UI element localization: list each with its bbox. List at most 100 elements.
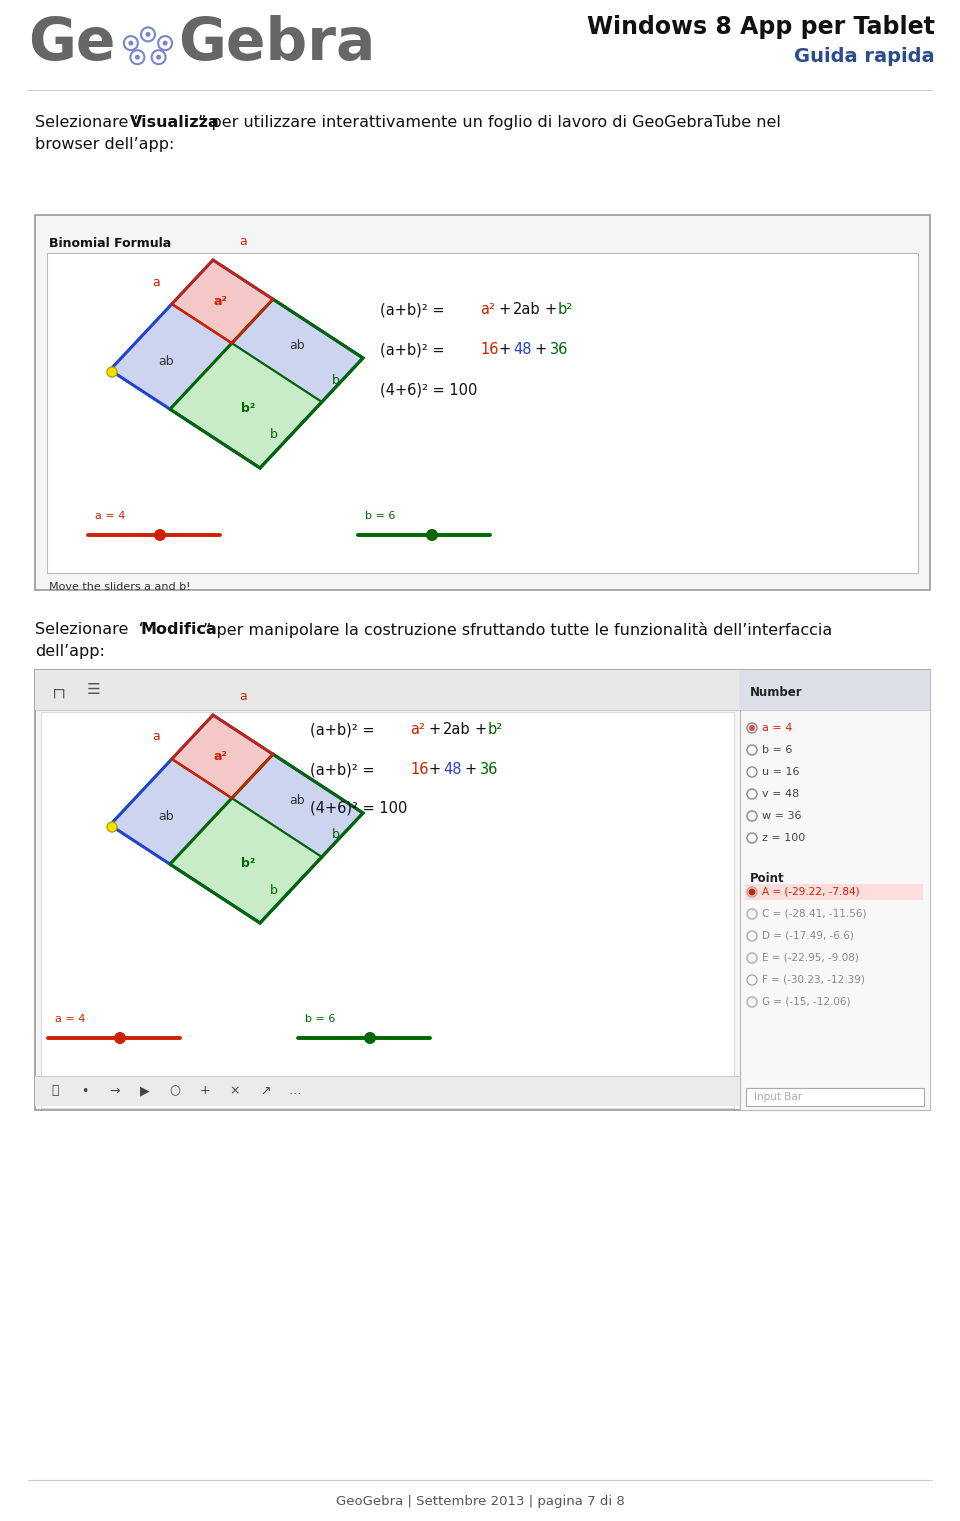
Circle shape bbox=[129, 41, 133, 46]
Text: Input Bar: Input Bar bbox=[754, 1092, 803, 1103]
Polygon shape bbox=[170, 344, 322, 468]
Text: ab: ab bbox=[158, 354, 174, 368]
Text: ” per manipolare la costruzione sfruttando tutte le funzionalità dell’interfacci: ” per manipolare la costruzione sfruttan… bbox=[203, 622, 832, 637]
Circle shape bbox=[364, 1033, 376, 1043]
Text: (a+b)² =: (a+b)² = bbox=[380, 303, 444, 318]
Text: Selezionare “: Selezionare “ bbox=[35, 116, 142, 129]
Text: 36: 36 bbox=[480, 762, 498, 777]
Text: +: + bbox=[535, 342, 547, 357]
Text: ↗: ↗ bbox=[260, 1084, 271, 1098]
Text: b = 6: b = 6 bbox=[365, 511, 396, 522]
Circle shape bbox=[162, 41, 168, 46]
Text: ab: ab bbox=[290, 794, 305, 808]
Text: E = (-22.95, -9.08): E = (-22.95, -9.08) bbox=[762, 954, 859, 963]
Text: a = 4: a = 4 bbox=[55, 1015, 85, 1024]
Text: b = 6: b = 6 bbox=[305, 1015, 335, 1024]
Text: 36: 36 bbox=[550, 342, 568, 357]
Text: +: + bbox=[428, 722, 440, 738]
Text: G = (-15, -12.06): G = (-15, -12.06) bbox=[762, 996, 851, 1007]
Text: 2ab: 2ab bbox=[513, 303, 540, 318]
Text: 48: 48 bbox=[443, 762, 462, 777]
Text: …: … bbox=[289, 1084, 301, 1098]
Text: b: b bbox=[332, 374, 340, 386]
Polygon shape bbox=[231, 300, 363, 402]
Text: (a+b)² =: (a+b)² = bbox=[380, 342, 444, 357]
Text: A = (-29.22, -7.84): A = (-29.22, -7.84) bbox=[762, 887, 859, 897]
Circle shape bbox=[156, 55, 161, 59]
Text: Guida rapida: Guida rapida bbox=[794, 47, 935, 65]
Text: F = (-30.23, -12.39): F = (-30.23, -12.39) bbox=[762, 975, 865, 986]
FancyBboxPatch shape bbox=[41, 712, 734, 1107]
Circle shape bbox=[426, 529, 438, 541]
FancyBboxPatch shape bbox=[745, 884, 923, 900]
FancyBboxPatch shape bbox=[35, 214, 930, 590]
Text: a: a bbox=[152, 275, 159, 289]
Text: b²: b² bbox=[558, 303, 573, 318]
Text: ab: ab bbox=[290, 339, 305, 351]
FancyBboxPatch shape bbox=[35, 669, 930, 710]
Text: Move the sliders a and b!: Move the sliders a and b! bbox=[49, 583, 190, 592]
FancyBboxPatch shape bbox=[740, 669, 930, 710]
Polygon shape bbox=[170, 799, 322, 923]
Text: a: a bbox=[239, 691, 247, 703]
Text: 16: 16 bbox=[480, 342, 498, 357]
Text: +: + bbox=[200, 1084, 210, 1098]
Text: (a+b)² =: (a+b)² = bbox=[310, 762, 374, 777]
Text: 48: 48 bbox=[513, 342, 532, 357]
Text: ×: × bbox=[229, 1084, 240, 1098]
Circle shape bbox=[749, 726, 755, 732]
Text: b: b bbox=[332, 829, 340, 841]
FancyBboxPatch shape bbox=[47, 252, 918, 573]
Text: a = 4: a = 4 bbox=[762, 722, 792, 733]
Text: 16: 16 bbox=[410, 762, 428, 777]
Text: +: + bbox=[498, 342, 510, 357]
Text: a²: a² bbox=[480, 303, 495, 318]
Circle shape bbox=[107, 821, 117, 832]
Text: b²: b² bbox=[488, 722, 503, 738]
Circle shape bbox=[114, 1033, 126, 1043]
Text: (4+6)² = 100: (4+6)² = 100 bbox=[380, 382, 477, 397]
Text: D = (-17.49, -6.6): D = (-17.49, -6.6) bbox=[762, 931, 853, 941]
Text: (4+6)² = 100: (4+6)² = 100 bbox=[310, 800, 407, 815]
Text: Binomial Formula: Binomial Formula bbox=[49, 237, 171, 249]
Text: ┌┐: ┌┐ bbox=[50, 683, 68, 698]
Text: ✋: ✋ bbox=[51, 1084, 59, 1098]
Circle shape bbox=[135, 55, 140, 59]
FancyBboxPatch shape bbox=[35, 1075, 740, 1106]
Text: z = 100: z = 100 bbox=[762, 834, 805, 843]
Text: •: • bbox=[82, 1084, 88, 1098]
Text: Selezionare  “: Selezionare “ bbox=[35, 622, 147, 637]
Text: b²: b² bbox=[241, 858, 255, 870]
Text: b = 6: b = 6 bbox=[762, 745, 792, 754]
Circle shape bbox=[107, 367, 117, 377]
FancyBboxPatch shape bbox=[740, 669, 930, 1110]
Text: +: + bbox=[465, 762, 477, 777]
Text: Windows 8 App per Tablet: Windows 8 App per Tablet bbox=[588, 15, 935, 40]
FancyBboxPatch shape bbox=[35, 669, 930, 1110]
Text: ” per utilizzare interattivamente un foglio di lavoro di GeoGebraTube nel: ” per utilizzare interattivamente un fog… bbox=[198, 116, 780, 129]
Text: Ge: Ge bbox=[28, 15, 115, 71]
Polygon shape bbox=[110, 304, 231, 409]
Text: +: + bbox=[428, 762, 440, 777]
Text: a = 4: a = 4 bbox=[95, 511, 126, 522]
Circle shape bbox=[146, 32, 151, 37]
Text: ○: ○ bbox=[170, 1084, 180, 1098]
Text: Number: Number bbox=[750, 686, 803, 698]
Text: ab: ab bbox=[158, 811, 174, 823]
Text: Visualizza: Visualizza bbox=[130, 116, 220, 129]
Text: a: a bbox=[239, 236, 247, 248]
Text: →: → bbox=[109, 1084, 120, 1098]
Text: C = (-28.41, -11.56): C = (-28.41, -11.56) bbox=[762, 910, 867, 919]
Text: w = 36: w = 36 bbox=[762, 811, 802, 821]
FancyBboxPatch shape bbox=[746, 1088, 924, 1106]
Text: v = 48: v = 48 bbox=[762, 789, 800, 799]
Text: b²: b² bbox=[241, 402, 255, 415]
Text: +: + bbox=[545, 303, 557, 318]
Polygon shape bbox=[172, 715, 273, 799]
Polygon shape bbox=[110, 759, 231, 864]
Text: GeoGebra | Settembre 2013 | pagina 7 di 8: GeoGebra | Settembre 2013 | pagina 7 di … bbox=[336, 1495, 624, 1507]
Text: browser dell’app:: browser dell’app: bbox=[35, 137, 175, 152]
Text: 2ab: 2ab bbox=[443, 722, 470, 738]
Text: Point: Point bbox=[750, 872, 784, 885]
Text: Gebra: Gebra bbox=[178, 15, 375, 71]
